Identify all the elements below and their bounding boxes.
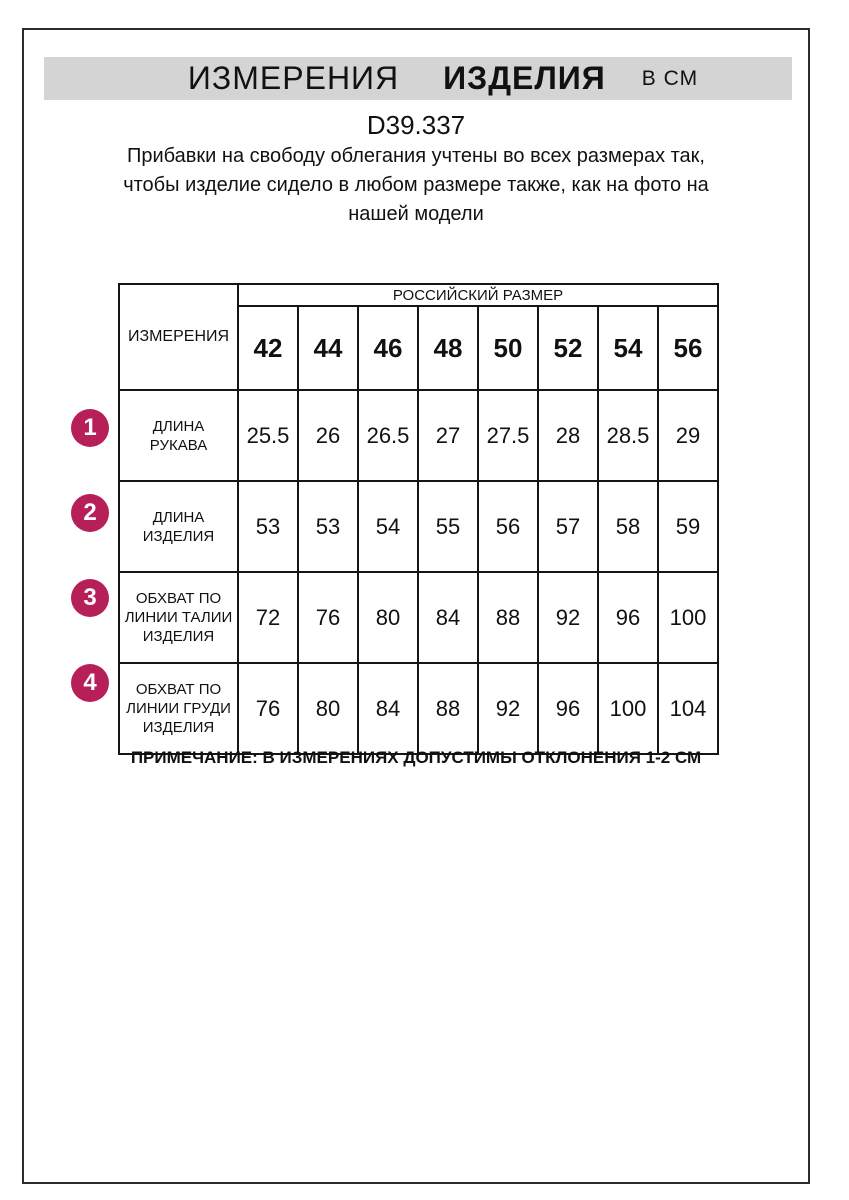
- table-group-header-row: ИЗМЕРЕНИЯ РОССИЙСКИЙ РАЗМЕР: [118, 283, 720, 391]
- measurement-value-cell: 88: [417, 662, 479, 755]
- units-label: В СМ: [641, 66, 699, 90]
- measurement-value-cell: 53: [297, 480, 359, 573]
- measurement-value-cell: 76: [237, 662, 299, 755]
- measurement-value-cell: 54: [357, 480, 419, 573]
- size-column-header: 46: [357, 305, 419, 391]
- size-column-header: 54: [597, 305, 659, 391]
- size-table: ИЗМЕРЕНИЯ РОССИЙСКИЙ РАЗМЕР 42 44 46 48 …: [118, 283, 720, 755]
- size-column-header: 44: [297, 305, 359, 391]
- fit-description: Прибавки на свободу облегания учтены во …: [123, 145, 709, 225]
- size-column-header: 50: [477, 305, 539, 391]
- measurement-value-cell: 25.5: [237, 389, 299, 482]
- measurement-value-cell: 80: [357, 571, 419, 664]
- table-row-chest-girth: ОБХВАТ ПО ЛИНИИ ГРУДИ ИЗДЕЛИЯ 76 80 84 8…: [118, 662, 720, 755]
- measurement-value-cell: 88: [477, 571, 539, 664]
- measurement-value-cell: 55: [417, 480, 479, 573]
- size-column-header: 48: [417, 305, 479, 391]
- row-label: ОБХВАТ ПО ЛИНИИ ГРУДИ ИЗДЕЛИЯ: [118, 662, 239, 755]
- measurement-value-cell: 104: [656, 662, 720, 755]
- measurement-value-cell: 57: [537, 480, 599, 573]
- measurement-value-cell: 84: [357, 662, 419, 755]
- measurement-value-cell: 27.5: [477, 389, 539, 482]
- measurement-value-cell: 92: [537, 571, 599, 664]
- table-row-waist-girth: ОБХВАТ ПО ЛИНИИ ТАЛИИ ИЗДЕЛИЯ 72 76 80 8…: [118, 571, 720, 664]
- measurement-value-cell: 80: [297, 662, 359, 755]
- measurement-value-cell: 53: [237, 480, 299, 573]
- row-number-badge-2: 2: [71, 494, 109, 532]
- measurement-value-cell: 72: [237, 571, 299, 664]
- measurement-value-cell: 76: [297, 571, 359, 664]
- measurement-value-cell: 26: [297, 389, 359, 482]
- row-number-badge-1: 1: [71, 409, 109, 447]
- size-column-header: 42: [237, 305, 299, 391]
- measurement-value-cell: 29: [656, 389, 720, 482]
- row-number-badge-4: 4: [71, 664, 109, 702]
- table-row-sleeve-length: ДЛИНА РУКАВА 25.5 26 26.5 27 27.5 28 28.…: [118, 389, 720, 482]
- measurement-value-cell: 92: [477, 662, 539, 755]
- row-label: ОБХВАТ ПО ЛИНИИ ТАЛИИ ИЗДЕЛИЯ: [118, 571, 239, 664]
- table-sizes-row: 42 44 46 48 50 52 54 56: [119, 305, 720, 391]
- table-row-item-length: ДЛИНА ИЗДЕЛИЯ 53 53 54 55 56 57 58 59: [118, 480, 720, 573]
- product-code: D39.337: [366, 110, 466, 140]
- measurement-value-cell: 84: [417, 571, 479, 664]
- size-group-header: РОССИЙСКИЙ РАЗМЕР: [236, 283, 720, 307]
- page-title-bold: ИЗДЕЛИЯ: [443, 60, 606, 96]
- measurement-value-cell: 58: [597, 480, 659, 573]
- row-label: ДЛИНА РУКАВА: [118, 389, 239, 482]
- measurement-value-cell: 28: [537, 389, 599, 482]
- row-label: ДЛИНА ИЗДЕЛИЯ: [118, 480, 239, 573]
- measurement-value-cell: 26.5: [357, 389, 419, 482]
- measurement-value-cell: 100: [656, 571, 720, 664]
- note-text: ПРИМЕЧАНИЕ: В ИЗМЕРЕНИЯХ ДОПУСТИМЫ ОТКЛО…: [130, 748, 702, 767]
- size-column-header: 52: [537, 305, 599, 391]
- row-number-badge-3: 3: [71, 579, 109, 617]
- page-title: ИЗМЕРЕНИЯ: [187, 60, 400, 96]
- measurement-value-cell: 27: [417, 389, 479, 482]
- measurements-column-header: ИЗМЕРЕНИЯ: [118, 283, 239, 391]
- measurement-value-cell: 59: [656, 480, 720, 573]
- measurement-value-cell: 56: [477, 480, 539, 573]
- measurement-value-cell: 96: [537, 662, 599, 755]
- title-banner: ИЗМЕРЕНИЯ ИЗДЕЛИЯ В СМ: [44, 57, 792, 100]
- measurement-value-cell: 96: [597, 571, 659, 664]
- measurement-value-cell: 100: [597, 662, 659, 755]
- measurement-value-cell: 28.5: [597, 389, 659, 482]
- page-border-frame: ИЗМЕРЕНИЯ ИЗДЕЛИЯ В СМ D39.337 Прибавки …: [22, 28, 810, 1184]
- size-column-header: 56: [656, 305, 720, 391]
